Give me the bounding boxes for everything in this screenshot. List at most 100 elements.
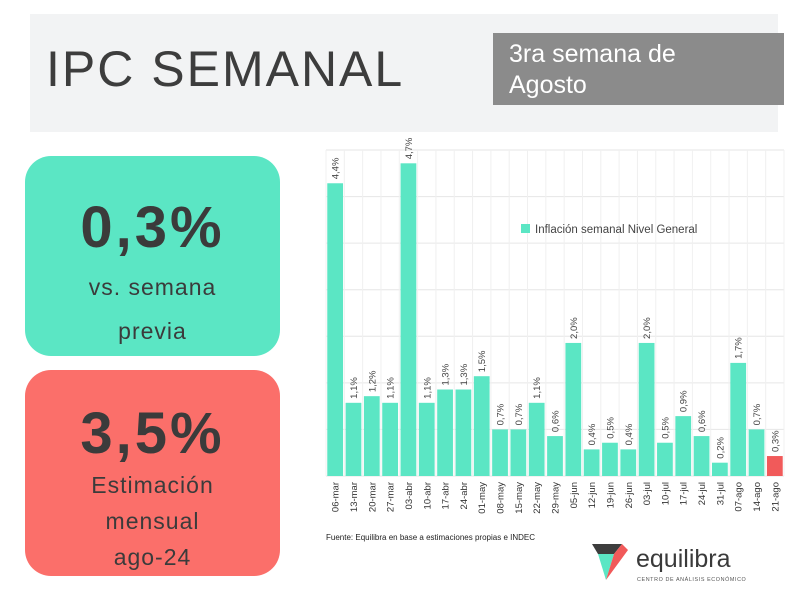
weekly-change-value: 0,3% [80, 195, 225, 260]
bar-06-mar [327, 183, 344, 476]
data-label: 1,3% [441, 363, 452, 385]
bar-17-abr [437, 389, 453, 476]
bar-12-jun [583, 449, 600, 476]
data-label: 1,1% [532, 377, 543, 399]
bar-10-jul [657, 442, 673, 476]
brand-tagline: CENTRO DE ANÁLISIS ECONÓMICO [637, 576, 746, 583]
x-tick-label: 31-jul [715, 482, 726, 505]
brand-name: equilibra [636, 545, 731, 573]
data-label: 1,3% [459, 363, 470, 385]
x-tick-label: 27-mar [386, 482, 397, 512]
x-tick-label: 05-jun [569, 482, 580, 508]
week-badge: 3ra semana de Agosto [493, 33, 784, 105]
monthly-estimate-line-2: mensual [105, 508, 200, 534]
bar-13-mar [345, 402, 362, 476]
data-label: 0,9% [679, 390, 690, 412]
monthly-estimate-card: 3,5% Estimación mensual ago-24 [25, 370, 280, 576]
data-label: 4,4% [331, 157, 342, 179]
weekly-change-line-2: previa [118, 318, 187, 344]
bar-07-ago [730, 362, 747, 476]
bar-17-jul [675, 416, 692, 476]
x-tick-label: 22-may [532, 482, 543, 514]
x-tick-label: 03-abr [404, 482, 415, 509]
x-tick-label: 29-may [551, 482, 562, 514]
bar-24-abr [455, 389, 472, 476]
data-label: 2,0% [642, 317, 653, 339]
bar-19-jun [602, 442, 618, 476]
x-tick-label: 14-ago [752, 482, 763, 512]
x-tick-label: 06-mar [331, 482, 342, 512]
bar-03-jul [638, 342, 655, 476]
chart-tick-labels: 06-mar 13-mar 20-mar 27-mar 03-abr 10-abr 17-a… [331, 482, 782, 514]
monthly-estimate-line-3: ago-24 [113, 544, 192, 570]
x-tick-label: 08-may [496, 482, 507, 514]
bar-22-may [528, 402, 545, 476]
data-label: 0,4% [587, 423, 598, 445]
x-tick-label: 10-jul [660, 482, 671, 505]
data-label: 0,5% [605, 417, 616, 439]
x-tick-label: 17-jul [679, 482, 690, 505]
equilibra-logo-mark-icon [592, 544, 628, 580]
data-label: 1,1% [349, 377, 360, 399]
bar-15-may [510, 429, 527, 476]
data-label: 0,7% [514, 403, 525, 425]
data-label: 0,3% [770, 430, 781, 452]
x-tick-label: 19-jun [605, 482, 616, 508]
data-label: 0,5% [660, 417, 671, 439]
weekly-change-line-1: vs. semana [88, 274, 217, 300]
x-tick-label: 13-mar [349, 482, 360, 512]
x-tick-label: 03-jul [642, 482, 653, 505]
data-label: 0,7% [752, 403, 763, 425]
equilibra-logo: equilibra CENTRO DE ANÁLISIS ECONÓMICO [592, 544, 746, 583]
bar-31-jul [712, 462, 728, 476]
bar-24-jul [693, 436, 710, 476]
bar-20-mar [363, 396, 380, 476]
data-label: 2,0% [569, 317, 580, 339]
bar-03-abr [400, 163, 417, 476]
data-label: 0,6% [551, 410, 562, 432]
data-label: 1,1% [422, 377, 433, 399]
x-tick-label: 24-jul [697, 482, 708, 505]
x-tick-label: 24-abr [459, 482, 470, 509]
data-label: 0,4% [624, 423, 635, 445]
data-label: 1,7% [734, 337, 745, 359]
chart-grid [325, 149, 785, 477]
bar-26-jun [620, 449, 637, 476]
chart-bars [327, 163, 783, 476]
week-line-1: 3ra semana de [509, 40, 676, 68]
bar-08-may [492, 429, 508, 476]
data-label: 0,7% [496, 403, 507, 425]
x-tick-label: 26-jun [624, 482, 635, 508]
x-tick-label: 15-may [514, 482, 525, 514]
x-tick-label: 12-jun [587, 482, 598, 508]
chart-legend: Inflación semanal Nivel General [521, 224, 697, 236]
data-label: 4,7% [404, 137, 415, 159]
x-tick-label: 17-abr [441, 482, 452, 509]
data-label: 1,5% [477, 350, 488, 372]
bar-29-may [547, 436, 563, 476]
chart-data-labels: 4,4% 1,1% 1,2% 1,1% 4,7% 1,1% 1,3% 1,3% 1,5% 0,7%… [331, 137, 782, 459]
data-label: 0,6% [697, 410, 708, 432]
legend-swatch [521, 224, 530, 233]
bar-01-may [473, 376, 490, 476]
bar-27-mar [382, 402, 398, 476]
x-tick-label: 07-ago [734, 482, 745, 512]
x-tick-label: 21-ago [770, 482, 781, 512]
monthly-estimate-line-1: Estimación [91, 472, 214, 498]
data-label: 0,2% [715, 436, 726, 458]
bar-10-abr [418, 402, 435, 476]
data-label: 1,2% [367, 370, 378, 392]
page-title: IPC SEMANAL [46, 41, 405, 97]
bar-21-ago [766, 456, 783, 476]
bar-14-ago [748, 429, 765, 476]
weekly-change-card: 0,3% vs. semana previa [25, 156, 280, 356]
x-tick-label: 10-abr [422, 482, 433, 509]
bar-05-jun [565, 342, 582, 476]
monthly-estimate-value: 3,5% [80, 401, 225, 466]
source-note: Fuente: Equilibra en base a estimaciones… [326, 533, 535, 542]
x-tick-label: 01-may [477, 482, 488, 514]
legend-label: Inflación semanal Nivel General [535, 224, 697, 236]
week-line-2: Agosto [509, 71, 587, 99]
x-tick-label: 20-mar [367, 482, 378, 512]
